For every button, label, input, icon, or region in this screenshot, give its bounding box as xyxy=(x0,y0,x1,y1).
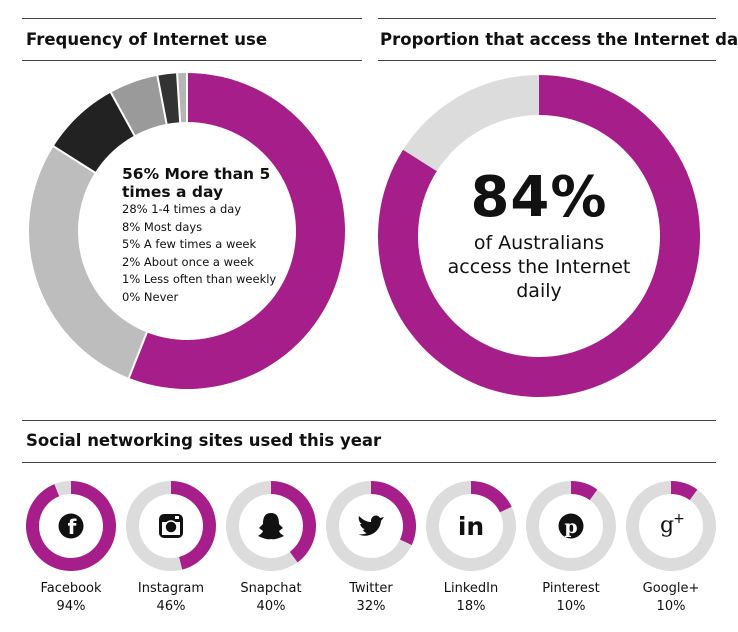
social-percentage: 40% xyxy=(256,599,286,614)
social-label-linkedin: LinkedIn 18% xyxy=(421,580,521,616)
linkedin-icon: in xyxy=(458,512,484,541)
social-label-facebook: Facebook 94% xyxy=(21,580,121,616)
frequency-legend: 56% More than 5 times a day 28% 1-4 time… xyxy=(122,165,292,306)
social-name: LinkedIn xyxy=(443,581,499,596)
social-slice-rest xyxy=(54,481,71,497)
daily-description: of Australians access the Internet daily xyxy=(447,232,631,302)
daily-heading: Proportion that access the Internet dail… xyxy=(380,30,738,49)
social-donut-twitter xyxy=(326,481,416,571)
daily-percentage: 84% xyxy=(470,165,608,230)
frequency-donut xyxy=(28,72,345,390)
social-name: Snapchat xyxy=(240,581,302,596)
social-percentage: 10% xyxy=(656,599,686,614)
social-percentage: 18% xyxy=(456,599,486,614)
social-donut-instagram xyxy=(126,481,216,571)
top-rule-right xyxy=(378,18,716,19)
frequency-slice-3 xyxy=(110,75,167,136)
social-percentage: 32% xyxy=(356,599,386,614)
frequency-separator xyxy=(156,74,168,126)
pinterest-glyph: p xyxy=(564,516,577,538)
frequency-item: 2% About once a week xyxy=(122,254,254,269)
frequency-separator xyxy=(176,72,182,124)
social-percentage: 10% xyxy=(556,599,586,614)
social-heading: Social networking sites used this year xyxy=(26,431,382,450)
frequency-slice-0 xyxy=(128,73,345,390)
social-slice-used xyxy=(471,481,512,513)
social-slice-rest xyxy=(326,481,412,571)
social-donuts: f in p g + xyxy=(25,481,716,572)
heading-rule-left xyxy=(22,60,362,61)
daily-donut xyxy=(378,75,700,397)
social-donut-pinterest: p xyxy=(526,481,616,572)
frequency-separator xyxy=(109,91,136,137)
social-slice-used xyxy=(671,481,698,501)
social-label-pinterest: Pinterest 10% xyxy=(521,580,621,616)
frequency-item: 8% Most days xyxy=(122,219,203,234)
social-label-twitter: Twitter 32% xyxy=(321,580,421,616)
social-slice-used xyxy=(171,481,216,570)
frequency-heading: Frequency of Internet use xyxy=(26,30,268,49)
social-slice-used xyxy=(271,481,316,563)
frequency-separator xyxy=(127,331,149,380)
daily-slice-no xyxy=(403,75,539,172)
social-label-snapchat: Snapchat 40% xyxy=(221,580,321,616)
frequency-item: 5% A few times a week xyxy=(122,237,257,251)
social-name: Google+ xyxy=(642,581,700,596)
social-slice-used xyxy=(371,481,416,546)
frequency-top-label: 56% More than 5 times a day xyxy=(122,165,271,201)
googleplus-icon: g xyxy=(660,513,674,538)
social-name: Pinterest xyxy=(542,581,600,596)
instagram-lens xyxy=(164,520,178,534)
social-top-rule xyxy=(22,420,716,421)
facebook-glyph: f xyxy=(68,515,77,539)
twitter-icon xyxy=(358,515,384,536)
frequency-item: 28% 1-4 times a day xyxy=(122,202,242,216)
snapchat-icon xyxy=(258,513,284,540)
social-slice-used xyxy=(571,481,598,501)
social-name: Twitter xyxy=(349,581,393,596)
social-name: Instagram xyxy=(137,581,205,596)
top-rule-left xyxy=(22,18,362,19)
social-slice-rest xyxy=(126,481,183,571)
pinterest-icon xyxy=(558,513,584,539)
facebook-icon xyxy=(58,513,84,539)
frequency-slice-2 xyxy=(53,92,135,173)
social-label-googleplus: Google+ 10% xyxy=(621,580,721,616)
social-donut-snapchat xyxy=(225,481,316,572)
social-donut-facebook: f xyxy=(25,481,116,571)
instagram-flash xyxy=(175,516,179,519)
social-label-instagram: Instagram 46% xyxy=(121,580,221,616)
social-slice-rest xyxy=(225,481,298,572)
social-percentage: 46% xyxy=(156,599,186,614)
frequency-item: 0% Never xyxy=(122,289,179,304)
frequency-separator xyxy=(52,144,97,174)
frequency-slice-4 xyxy=(157,73,181,124)
social-donut-linkedin: in xyxy=(426,481,516,571)
frequency-item: 1% Less often than weekly xyxy=(122,272,277,286)
googleplus-plus: + xyxy=(673,511,685,527)
frequency-slice-1 xyxy=(28,146,147,378)
social-name: Facebook xyxy=(40,581,102,596)
social-heading-rule xyxy=(22,462,716,463)
social-donut-google: g + xyxy=(626,481,716,572)
social-percentage: 94% xyxy=(56,599,86,614)
heading-rule-right xyxy=(378,60,716,61)
